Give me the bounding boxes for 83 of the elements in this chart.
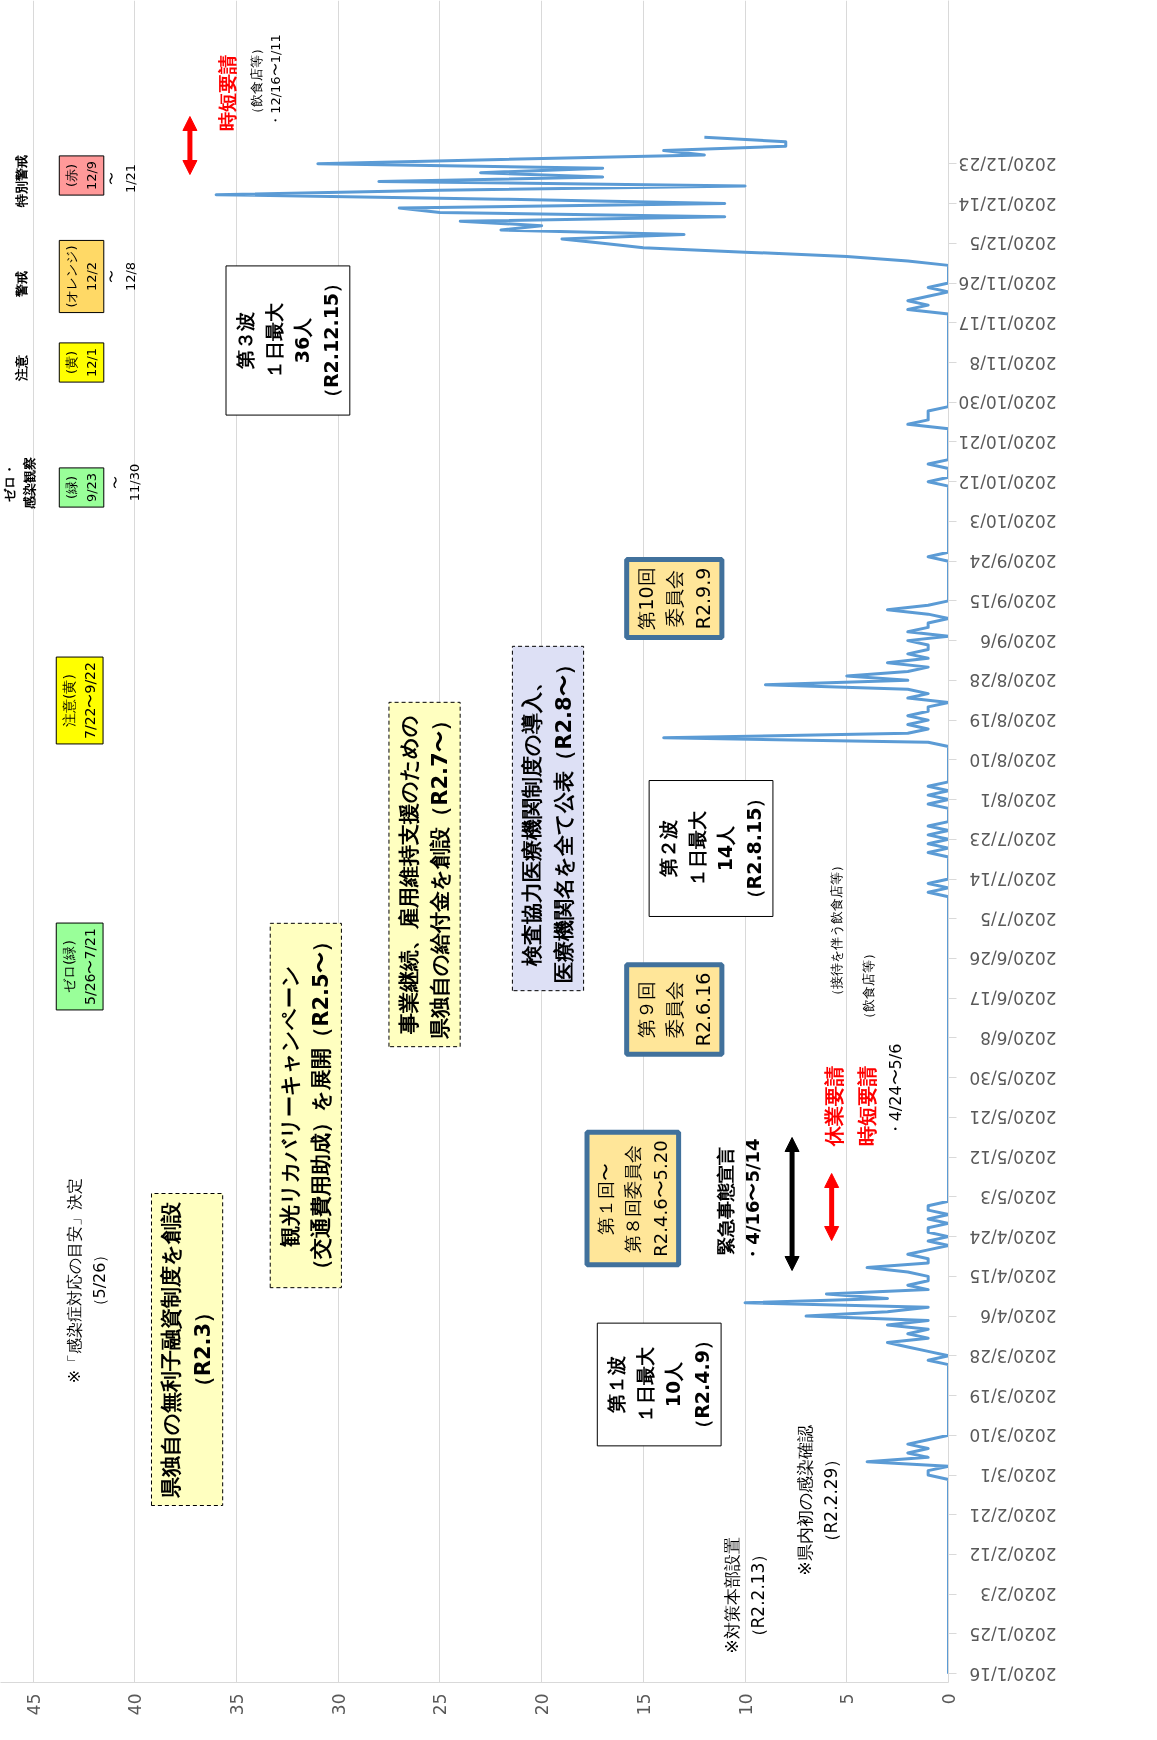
y-tick-label: 2020/10/21 bbox=[958, 431, 1057, 452]
annotation: 検査協力医療機関制度の導入、医療機関名を全て公表（R2.8〜） bbox=[520, 654, 576, 983]
x-tick-label: 45 bbox=[23, 1693, 44, 1716]
annotation: （接待を伴う飲食店等） bbox=[828, 859, 844, 1002]
annotation: ※県内初の感染確認（R2.2.29） bbox=[795, 1425, 842, 1576]
annotation: （飲食店等） bbox=[860, 946, 876, 1025]
y-tick-label: 2020/8/10 bbox=[969, 749, 1057, 770]
annotation: ※「感染症対応の目安」決定（5/26） bbox=[65, 1177, 110, 1384]
annotation: ・4/24〜5/6 bbox=[886, 1043, 906, 1138]
y-tick-label: 2020/5/21 bbox=[969, 1107, 1057, 1128]
y-tick-label: 2020/6/26 bbox=[969, 948, 1057, 969]
y-tick-label: 2020/10/12 bbox=[958, 471, 1057, 492]
annotation: 第１波１日最大10人（R2.4.9） bbox=[605, 1331, 714, 1438]
x-tick-label: 30 bbox=[328, 1693, 349, 1716]
annotation: 注意 bbox=[13, 353, 29, 382]
annotation: 第10回委員会R2.9.9 bbox=[634, 567, 714, 630]
y-tick-label: 2020/10/30 bbox=[958, 392, 1057, 413]
y-tick-label: 2020/7/5 bbox=[980, 908, 1057, 929]
y-tick-label: 2020/11/17 bbox=[958, 312, 1057, 333]
y-tick-label: 2020/11/8 bbox=[969, 352, 1057, 373]
annotation: 県独自の無利子融資制度を創設（R2.3） bbox=[159, 1200, 215, 1499]
x-tick-label: 5 bbox=[837, 1693, 858, 1705]
annotation: 第９回委員会R2.6.16 bbox=[634, 972, 714, 1047]
annotation: 休業要請 bbox=[822, 1065, 847, 1147]
annotation: ゼロ・感染観察 bbox=[2, 456, 37, 510]
annotation: 第１回〜第８回委員会R2.4.6〜5.20 bbox=[595, 1140, 671, 1257]
y-tick-label: 2020/12/14 bbox=[958, 193, 1057, 214]
y-tick-label: 2020/6/8 bbox=[980, 1027, 1057, 1048]
y-tick-label: 2020/8/19 bbox=[969, 710, 1057, 731]
x-tick-label: 40 bbox=[125, 1693, 146, 1716]
y-tick-label: 2020/9/6 bbox=[980, 630, 1057, 651]
annotation: ※対策本部設置（R2.2.13） bbox=[721, 1537, 768, 1654]
annotation: 特別警戒 bbox=[13, 154, 29, 208]
x-tick-label: 15 bbox=[633, 1693, 654, 1716]
y-tick-label: 2020/5/30 bbox=[969, 1067, 1057, 1088]
y-tick-label: 2020/3/19 bbox=[969, 1385, 1057, 1406]
annotation: 時短要請 bbox=[215, 54, 238, 131]
y-tick-label: 2020/1/25 bbox=[969, 1623, 1057, 1644]
y-tick-label: 2020/10/3 bbox=[969, 511, 1057, 532]
annotation: 事業継続、雇用維持支援のための県独自の給付金を創設（R2.7〜） bbox=[396, 710, 453, 1040]
y-tick-label: 2020/5/3 bbox=[980, 1186, 1057, 1207]
annotation: 〜11/30 bbox=[107, 463, 143, 502]
y-tick-label: 2020/3/28 bbox=[969, 1345, 1057, 1366]
y-tick-label: 2020/2/3 bbox=[980, 1584, 1057, 1605]
y-tick-label: 2020/11/26 bbox=[958, 273, 1057, 294]
y-tick-label: 2020/1/16 bbox=[969, 1663, 1057, 1684]
x-tick-label: 0 bbox=[939, 1693, 959, 1705]
annotation: 時短要請 bbox=[855, 1065, 880, 1146]
x-tick-label: 10 bbox=[735, 1693, 756, 1716]
y-tick-label: 2020/5/12 bbox=[969, 1147, 1057, 1168]
y-tick-label: 2020/2/12 bbox=[969, 1544, 1057, 1565]
annotation: 注意(黄)7/22〜9/22 bbox=[61, 662, 99, 739]
annotation: (緑)9/23 bbox=[64, 472, 99, 503]
annotation: ゼロ(緑)5/26〜7/21 bbox=[61, 928, 99, 1005]
y-tick-label: 2020/12/5 bbox=[969, 233, 1057, 254]
y-tick-label: 2020/4/24 bbox=[969, 1226, 1057, 1247]
y-tick-label: 2020/2/21 bbox=[969, 1504, 1057, 1525]
y-tick-label: 2020/6/17 bbox=[969, 988, 1057, 1009]
annotation: 〜1/21 bbox=[103, 163, 139, 194]
y-tick-label: 2020/9/24 bbox=[969, 551, 1057, 572]
y-tick-label: 2020/3/1 bbox=[980, 1465, 1057, 1486]
annotation: 警戒 bbox=[13, 270, 29, 298]
y-tick-label: 2020/9/15 bbox=[969, 590, 1057, 611]
y-tick-label: 2020/7/14 bbox=[969, 869, 1057, 890]
x-tick-label: 20 bbox=[532, 1693, 553, 1716]
annotation: （飲食店等）・12/16〜1/11 bbox=[248, 34, 284, 127]
annotation: 緊急事態宣言・4/16〜5/14 bbox=[715, 1138, 764, 1263]
y-tick-label: 2020/3/10 bbox=[969, 1425, 1057, 1446]
x-tick-label: 35 bbox=[226, 1693, 247, 1716]
y-tick-label: 2020/8/28 bbox=[969, 670, 1057, 691]
annotation: 第３波１日最大36人（R2.12.15） bbox=[234, 273, 342, 408]
y-tick-label: 2020/8/1 bbox=[980, 789, 1057, 810]
y-tick-label: 2020/12/23 bbox=[958, 153, 1057, 174]
annotation: (オレンジ)12/2 bbox=[64, 245, 99, 308]
y-tick-label: 2020/7/23 bbox=[969, 829, 1057, 850]
x-tick-label: 25 bbox=[430, 1693, 451, 1716]
annotation: (黄)12/1 bbox=[64, 347, 99, 378]
y-tick-label: 2020/4/15 bbox=[969, 1266, 1057, 1287]
annotation: 〜12/8 bbox=[103, 261, 139, 292]
y-tick-label: 2020/4/6 bbox=[980, 1306, 1057, 1327]
annotation: 第２波１日最大14人（R2.8.15） bbox=[657, 788, 765, 909]
annotation: (赤)12/9 bbox=[64, 160, 99, 191]
annotation: 観光リカバリーキャンペーン（交通費用助成）を展開（R2.5〜） bbox=[278, 931, 334, 1280]
